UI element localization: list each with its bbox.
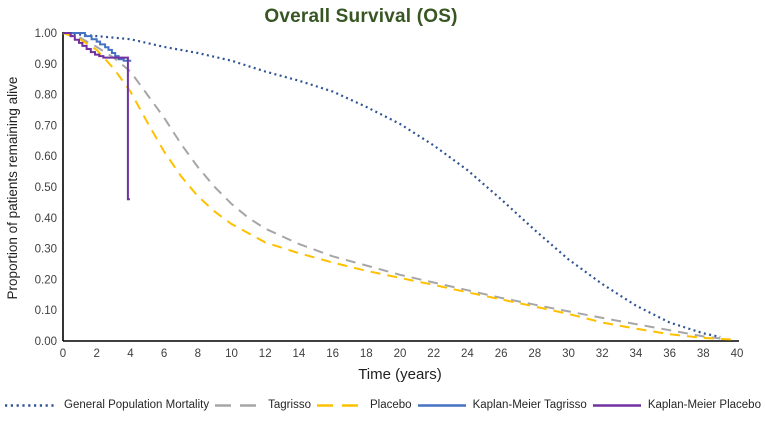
legend-item-kaplan-meier-tagrisso: Kaplan-Meier Tagrisso	[417, 399, 587, 411]
y-tick-label: 1.00	[35, 28, 57, 40]
dashed-line-icon	[316, 403, 364, 408]
series-line-placebo	[62, 32, 738, 341]
legend-label: Kaplan-Meier Placebo	[647, 399, 761, 411]
legend-item-tagrisso: Tagrisso	[214, 399, 311, 411]
y-tick-label: 0.20	[35, 274, 57, 286]
y-tick-label: 0.60	[35, 151, 57, 163]
y-tick-label: 0.10	[35, 305, 57, 317]
legend-item-general-population-mortality: General Population Mortality	[4, 399, 209, 411]
y-tick-label: 0.90	[35, 59, 57, 71]
legend-label: Placebo	[370, 399, 412, 411]
dashed-line-icon	[214, 403, 262, 408]
legend-label: General Population Mortality	[64, 399, 210, 411]
x-tick-label: 34	[630, 348, 643, 360]
x-tick-label: 6	[161, 348, 167, 360]
y-tick-label: 0.80	[35, 90, 57, 102]
x-tick-label: 26	[495, 348, 508, 360]
x-tick-label: 4	[127, 348, 134, 360]
y-tick-label: 0.50	[35, 182, 57, 194]
x-tick-label: 20	[394, 348, 407, 360]
series-line-general-population-mortality	[62, 31, 721, 339]
x-tick-label: 2	[93, 348, 99, 360]
dotted-line-icon	[4, 403, 58, 408]
solid-line-icon	[417, 403, 467, 408]
x-tick-label: 22	[427, 348, 440, 360]
x-tick-label: 18	[360, 348, 373, 360]
x-tick-label: 12	[259, 348, 272, 360]
y-tick-label: 0.70	[35, 120, 57, 132]
legend-item-kaplan-meier-placebo: Kaplan-Meier Placebo	[592, 399, 761, 411]
x-tick-label: 28	[528, 348, 541, 360]
x-tick-label: 32	[596, 348, 609, 360]
x-tick-label: 10	[225, 348, 238, 360]
y-tick-label: 0.30	[35, 244, 57, 256]
x-tick-label: 38	[697, 348, 710, 360]
series-line-kaplan-meier-placebo	[63, 32, 130, 201]
x-axis-label: Time (years)	[358, 366, 442, 383]
legend-item-placebo: Placebo	[316, 399, 412, 411]
x-tick-label: 8	[195, 348, 201, 360]
legend-label: Kaplan-Meier Tagrisso	[472, 399, 587, 411]
series-line-tagrisso	[62, 32, 721, 340]
legend-label: Tagrisso	[268, 399, 311, 411]
x-tick-label: 14	[293, 348, 306, 360]
solid-line-icon	[592, 403, 642, 408]
x-tick-label: 30	[562, 348, 575, 360]
x-tick-label: 36	[663, 348, 676, 360]
x-tick-label: 24	[461, 348, 474, 360]
x-tick-label: 40	[731, 348, 744, 360]
chart-legend: General Population Mortality Tagrisso Pl…	[0, 399, 765, 411]
y-tick-label: 0.00	[35, 336, 57, 348]
x-tick-label: 0	[60, 348, 66, 360]
chart-title: Overall Survival (OS)	[264, 6, 458, 27]
x-tick-label: 16	[326, 348, 339, 360]
y-tick-label: 0.40	[35, 213, 57, 225]
